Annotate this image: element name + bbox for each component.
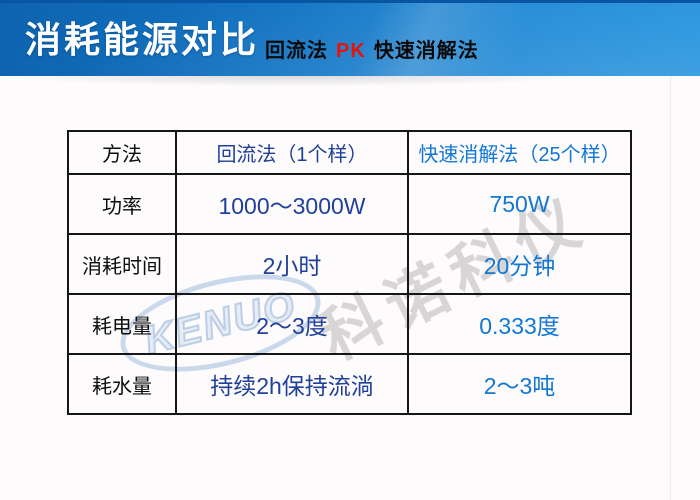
subtitle-left-method: 回流法 (265, 40, 329, 62)
rapid-value: 750W (407, 173, 632, 235)
table-row: 消耗时间 2小时 20分钟 (67, 233, 632, 295)
reflux-value: 持续2h保持流淌 (175, 353, 409, 415)
table-row: 耗电量 2～3度 0.333度 (67, 293, 632, 355)
header-subtitle: 回流法 PK 快速消解法 (265, 34, 479, 63)
header-cell-method: 方法 (67, 130, 177, 175)
reflux-value: 2小时 (175, 233, 409, 295)
header-top-strip (0, 0, 700, 3)
row-label: 消耗时间 (67, 233, 177, 295)
reflux-value: 2～3度 (175, 293, 409, 355)
subtitle-pk-badge: PK (336, 40, 366, 62)
reflux-value: 1000～3000W (175, 173, 409, 235)
header-cell-rapid: 快速消解法（25个样） (407, 130, 632, 175)
subtitle-right-method: 快速消解法 (373, 40, 479, 62)
rapid-value: 2～3吨 (407, 353, 632, 415)
header-banner: 消耗能源对比 回流法 PK 快速消解法 (0, 0, 700, 76)
table-header-row: 方法 回流法（1个样） 快速消解法（25个样） (67, 130, 632, 175)
table-row: 耗水量 持续2h保持流淌 2～3吨 (67, 353, 632, 415)
header-content: 消耗能源对比 回流法 PK 快速消解法 (25, 0, 479, 76)
table-row: 功率 1000～3000W 750W (67, 173, 632, 235)
comparison-table: 方法 回流法（1个样） 快速消解法（25个样） 功率 1000～3000W 75… (67, 130, 632, 415)
rapid-value: 20分钟 (407, 233, 632, 295)
rapid-value: 0.333度 (407, 293, 632, 355)
row-label: 耗电量 (67, 293, 177, 355)
header-shadow (0, 76, 700, 90)
row-label: 功率 (67, 173, 177, 235)
page-edge-line (670, 76, 671, 500)
row-label: 耗水量 (67, 353, 177, 415)
page-title: 消耗能源对比 (25, 19, 260, 60)
header-cell-reflux: 回流法（1个样） (175, 130, 409, 175)
